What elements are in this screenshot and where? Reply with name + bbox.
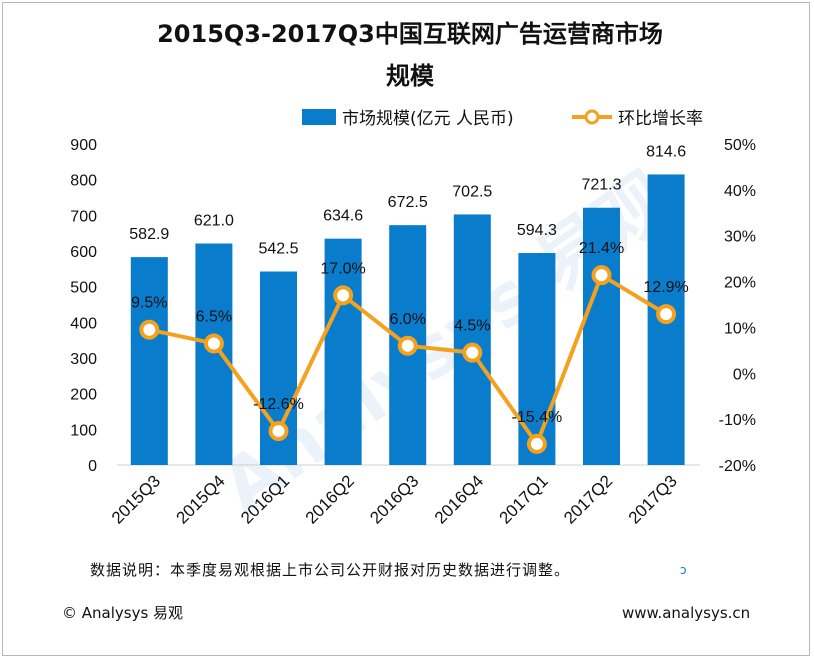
right-axis: -20% -10% 0% 10% 20% 30% 40% 50% [719,137,756,475]
right-tick-label: -20% [719,458,756,475]
growth-value-label: 4.5% [454,318,490,335]
legend-bar-label: 市场规模(亿元 人民币) [342,109,514,129]
growth-value-label: -12.6% [253,396,304,413]
legend-line-label: 环比增长率 [618,109,703,129]
bar-value-label: 702.5 [452,183,492,200]
line-labels: 9.5% 6.5% -12.6% 17.0% 6.0% 4.5% -15.4% 21.4% 12… [131,240,689,426]
bar-value-label: 594.3 [517,222,557,239]
legend-bar-swatch [302,109,336,125]
legend-line-marker [584,109,600,125]
footer-copyright: © Analysys 易观 [62,604,183,622]
growth-point [139,319,160,340]
left-tick-label: 200 [70,387,97,404]
left-tick-label: 800 [70,173,97,190]
bar-value-label: 542.5 [258,241,298,258]
left-tick-label: 900 [70,137,97,154]
data-note: 数据说明：本季度易观根据上市公司公开财报对历史数据进行调整。 [90,561,570,579]
x-tick-label: 2017Q2 [560,471,616,527]
footer-website: www.analysys.cn [622,604,750,622]
bar [195,243,233,465]
growth-point [462,342,483,363]
left-tick-label: 500 [70,280,97,297]
bar [518,253,556,465]
growth-point [591,265,612,286]
bar-value-label: 621.0 [194,213,234,230]
chart-title-line2: 规模 [386,62,435,90]
growth-point [203,333,224,354]
bar-value-label: 672.5 [388,194,428,211]
x-axis: 2015Q3 2015Q4 2016Q1 2016Q2 2016Q3 2016Q4 2017… [108,471,681,527]
growth-value-label: 6.5% [196,308,232,325]
bar [453,214,491,465]
left-tick-label: 700 [70,208,97,225]
right-tick-label: -10% [719,412,756,429]
bar [324,238,362,465]
growth-point [656,304,677,325]
bar-value-label: 582.9 [129,226,169,243]
note-mark: ↄ [680,563,687,577]
x-tick-label: 2017Q1 [496,471,552,527]
growth-value-label: 17.0% [320,260,365,277]
x-tick-label: 2017Q3 [625,471,681,527]
growth-point [268,421,289,442]
left-axis: 0 100 200 300 400 500 600 700 800 900 [70,137,97,475]
growth-value-label: 12.9% [643,279,688,296]
bar-value-label: 721.3 [581,177,621,194]
right-tick-label: 40% [724,183,756,200]
bar [583,207,620,465]
left-tick-label: 400 [70,315,97,332]
left-tick-label: 0 [88,458,97,475]
growth-value-label: 6.0% [389,311,425,328]
growth-value-label: 9.5% [131,295,167,312]
x-tick-label: 2016Q4 [431,471,487,527]
bar-value-label: 814.6 [646,143,686,160]
right-tick-label: 50% [724,137,756,154]
growth-value-label: 21.4% [579,240,624,257]
growth-point [333,285,354,306]
growth-point [526,433,547,454]
x-tick-label: 2015Q3 [108,471,164,527]
right-tick-label: 10% [724,320,756,337]
bar [130,257,168,465]
bar-value-label: 634.6 [323,208,363,225]
right-tick-label: 0% [733,366,756,383]
growth-value-label: -15.4% [512,409,563,426]
left-tick-label: 100 [70,422,97,439]
growth-point [397,335,418,356]
chart-title-line1: 2015Q3-2017Q3中国互联网广告运营商市场 [157,20,663,48]
line-series [139,265,677,454]
legend: 市场规模(亿元 人民币) 环比增长率 [302,109,703,129]
x-tick-label: 2015Q4 [173,471,229,527]
left-tick-label: 300 [70,351,97,368]
bar-series [130,174,685,465]
left-tick-label: 600 [70,244,97,261]
right-tick-label: 20% [724,275,756,292]
bar-labels: 582.9 621.0 542.5 634.6 672.5 702.5 594.3 721.3… [129,143,686,257]
right-tick-label: 30% [724,229,756,246]
x-tick-label: 2016Q3 [366,471,422,527]
